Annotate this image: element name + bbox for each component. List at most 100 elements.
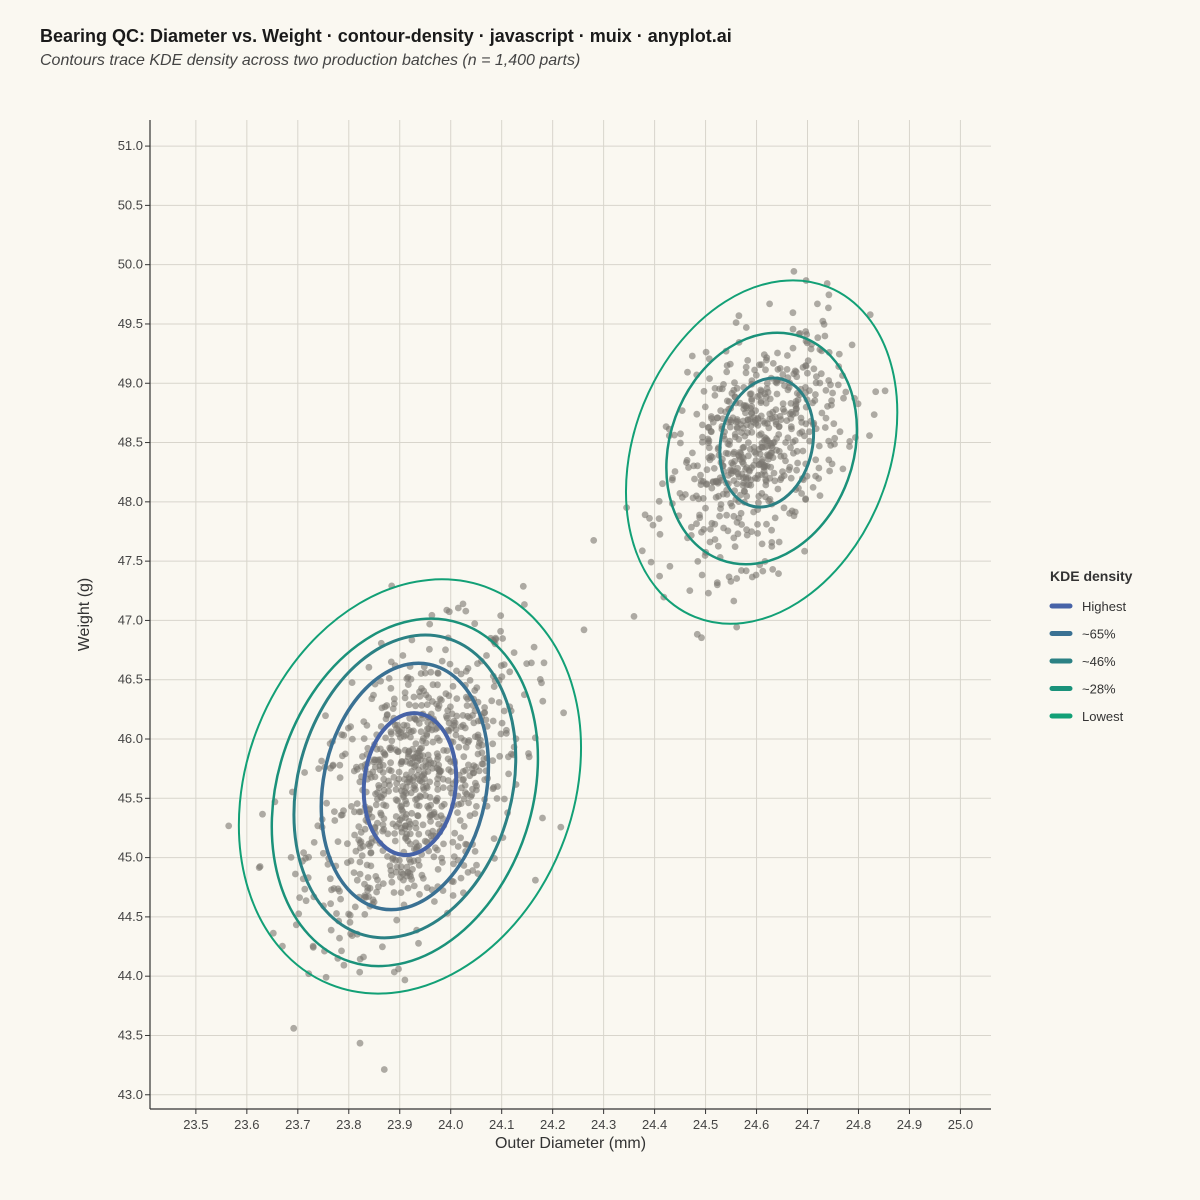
data-point bbox=[420, 687, 428, 695]
data-point bbox=[392, 786, 400, 793]
data-point bbox=[765, 451, 773, 459]
x-tick-label: 24.2 bbox=[540, 1117, 565, 1132]
data-point bbox=[474, 733, 482, 741]
data-point bbox=[395, 820, 403, 828]
data-point bbox=[449, 682, 457, 690]
data-point bbox=[703, 481, 710, 488]
data-point bbox=[769, 566, 777, 573]
data-point bbox=[421, 669, 429, 677]
data-point bbox=[429, 698, 436, 705]
data-point bbox=[438, 696, 445, 704]
data-point bbox=[489, 757, 497, 764]
data-point bbox=[378, 794, 385, 802]
data-point bbox=[315, 765, 323, 772]
data-point bbox=[462, 607, 470, 615]
y-tick-label: 49.5 bbox=[118, 316, 143, 331]
data-point bbox=[292, 870, 299, 878]
data-point bbox=[685, 464, 692, 471]
y-tick-label: 46.5 bbox=[118, 672, 143, 687]
data-point bbox=[776, 365, 784, 372]
data-point bbox=[811, 397, 819, 404]
data-point bbox=[345, 910, 352, 918]
data-point bbox=[817, 370, 825, 378]
data-point bbox=[560, 709, 567, 717]
data-point bbox=[337, 895, 344, 903]
data-point bbox=[792, 400, 800, 408]
data-point bbox=[733, 480, 741, 488]
data-point bbox=[782, 439, 789, 446]
data-point bbox=[459, 600, 467, 608]
data-point bbox=[351, 903, 359, 911]
data-point bbox=[755, 499, 762, 507]
data-point bbox=[433, 780, 441, 788]
data-point bbox=[348, 679, 356, 686]
data-point bbox=[812, 456, 820, 464]
data-point bbox=[758, 443, 765, 451]
data-point bbox=[557, 823, 565, 831]
legend-label: ~65% bbox=[1082, 627, 1116, 642]
data-point bbox=[728, 467, 736, 475]
x-tick-label: 24.3 bbox=[591, 1117, 616, 1132]
data-point bbox=[671, 431, 678, 439]
data-point bbox=[416, 692, 424, 700]
data-point bbox=[812, 391, 819, 398]
data-point bbox=[725, 398, 733, 405]
data-point bbox=[396, 857, 403, 864]
data-point bbox=[500, 707, 508, 715]
data-point bbox=[712, 494, 720, 501]
data-point bbox=[503, 726, 510, 734]
data-point bbox=[655, 515, 663, 522]
data-point bbox=[434, 753, 442, 760]
data-point bbox=[448, 724, 455, 732]
data-point bbox=[358, 852, 366, 859]
data-point bbox=[754, 521, 761, 528]
data-point bbox=[402, 834, 409, 842]
data-point bbox=[656, 572, 663, 580]
data-point bbox=[400, 793, 407, 801]
y-tick-label: 44.0 bbox=[118, 968, 143, 983]
data-point bbox=[481, 704, 488, 711]
data-point bbox=[382, 734, 389, 742]
data-point bbox=[731, 543, 739, 550]
data-point bbox=[416, 891, 423, 898]
data-point bbox=[493, 795, 501, 802]
data-point bbox=[750, 444, 758, 451]
data-point bbox=[375, 883, 382, 891]
data-point bbox=[804, 369, 811, 377]
data-point bbox=[580, 626, 588, 634]
data-point bbox=[366, 884, 374, 892]
data-point bbox=[385, 777, 392, 785]
data-point bbox=[446, 784, 454, 792]
data-point bbox=[810, 365, 818, 373]
data-point bbox=[801, 432, 808, 440]
data-point bbox=[365, 840, 373, 848]
data-point bbox=[846, 438, 854, 445]
data-point bbox=[461, 737, 468, 745]
data-point bbox=[769, 408, 777, 416]
data-point bbox=[669, 474, 676, 482]
data-point bbox=[357, 844, 364, 852]
data-point bbox=[678, 407, 686, 414]
data-point bbox=[741, 488, 748, 495]
data-point bbox=[445, 692, 453, 700]
data-point bbox=[390, 968, 398, 976]
data-point bbox=[406, 855, 413, 863]
data-point bbox=[361, 825, 369, 833]
data-point bbox=[731, 430, 739, 438]
data-point bbox=[412, 740, 420, 747]
data-point bbox=[453, 712, 461, 720]
data-point bbox=[459, 712, 467, 719]
data-point bbox=[451, 829, 459, 837]
data-point bbox=[497, 612, 505, 619]
data-point bbox=[846, 443, 853, 450]
data-point bbox=[437, 812, 445, 819]
data-point bbox=[420, 786, 428, 793]
data-point bbox=[814, 334, 822, 342]
y-tick-label: 50.0 bbox=[118, 257, 143, 272]
data-point bbox=[742, 567, 750, 575]
data-point bbox=[711, 392, 719, 399]
data-point bbox=[255, 864, 263, 871]
data-point bbox=[497, 730, 505, 738]
data-point bbox=[802, 328, 810, 335]
data-point bbox=[367, 862, 375, 870]
